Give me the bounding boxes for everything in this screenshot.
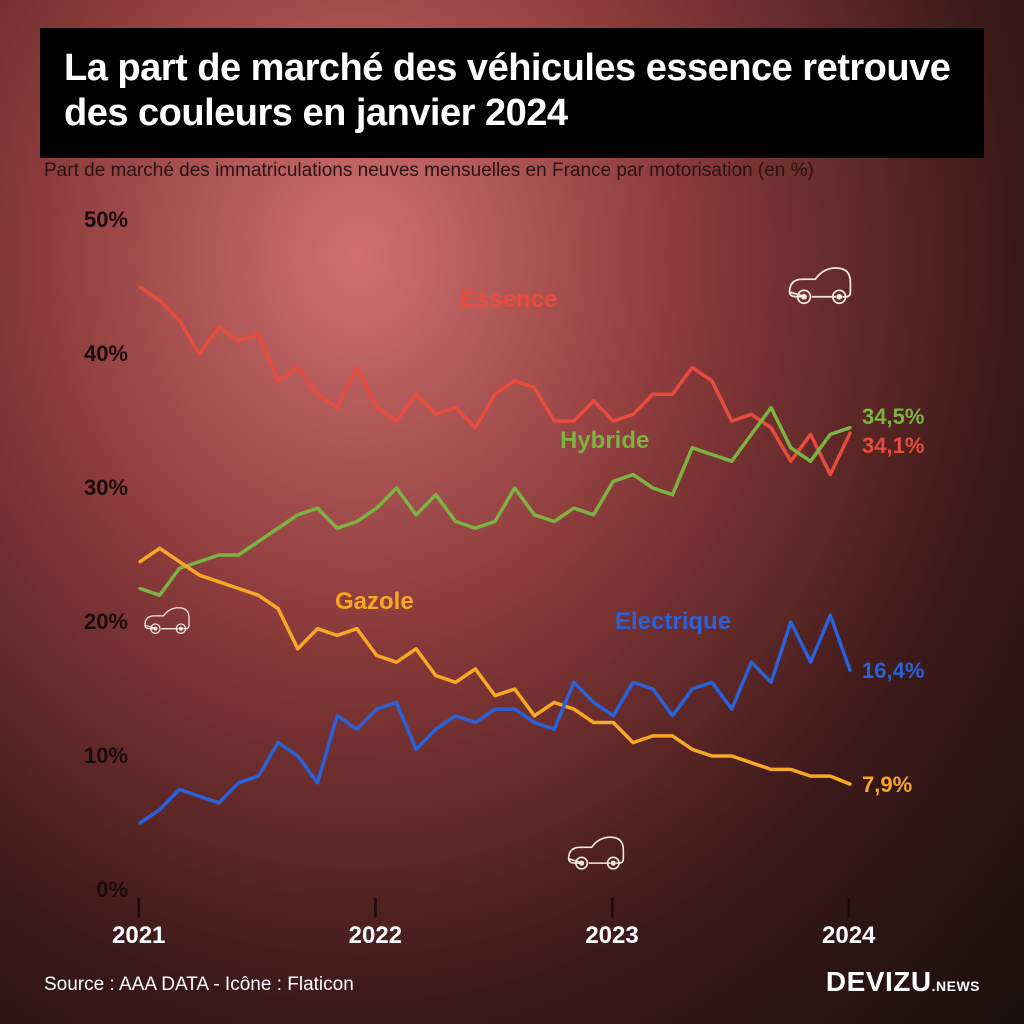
car-icon: [560, 830, 632, 873]
y-axis-label: 20%: [68, 609, 128, 635]
x-axis-tick: |: [846, 896, 852, 919]
y-axis-label: 0%: [68, 877, 128, 903]
end-label-hybride: 34,5%: [862, 404, 924, 430]
y-axis-label: 50%: [68, 207, 128, 233]
series-line: [140, 548, 850, 784]
brand-suffix: .NEWS: [932, 978, 980, 994]
end-label-essence: 34,1%: [862, 433, 924, 459]
x-axis-label: 2022: [349, 922, 402, 950]
source-text: Source : AAA DATA - Icône : Flaticon: [44, 974, 354, 996]
y-axis-label: 40%: [68, 341, 128, 367]
brand-logo: DEVIZU.NEWS: [826, 966, 980, 998]
series-label-hybride: Hybride: [560, 427, 649, 455]
chart-area: 0%10%20%30%40%50%|2021|2022|2023|2024Ess…: [60, 210, 960, 910]
car-icon: [780, 260, 860, 308]
car-icon: [138, 602, 196, 637]
title-box: La part de marché des véhicules essence …: [40, 28, 984, 158]
chart-subtitle: Part de marché des immatriculations neuv…: [44, 160, 814, 182]
y-axis-label: 30%: [68, 475, 128, 501]
x-axis-tick: |: [609, 896, 615, 919]
x-axis-label: 2021: [112, 922, 165, 950]
series-label-gazole: Gazole: [335, 588, 414, 616]
series-line: [140, 615, 850, 823]
x-axis-tick: |: [136, 896, 142, 919]
x-axis-tick: |: [373, 896, 379, 919]
end-label-electrique: 16,4%: [862, 658, 924, 684]
chart-title: La part de marché des véhicules essence …: [64, 46, 960, 136]
series-label-electrique: Electrique: [615, 608, 731, 636]
x-axis-label: 2023: [585, 922, 638, 950]
series-label-essence: Essence: [460, 286, 557, 314]
x-axis-label: 2024: [822, 922, 875, 950]
end-label-gazole: 7,9%: [862, 772, 912, 798]
line-chart: [60, 210, 960, 970]
y-axis-label: 10%: [68, 743, 128, 769]
series-line: [140, 408, 850, 596]
brand-main: DEVIZU: [826, 966, 932, 997]
